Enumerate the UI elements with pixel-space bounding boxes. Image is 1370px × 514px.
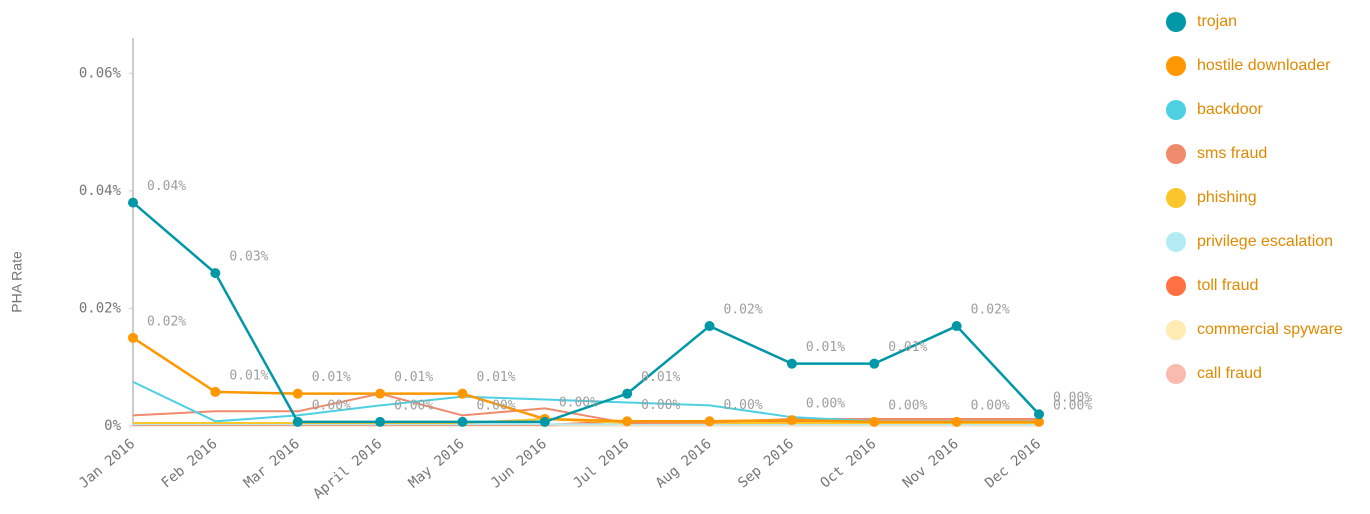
data-label: 0.01% <box>394 370 433 385</box>
data-point <box>704 321 715 332</box>
legend-label: trojan <box>1197 13 1237 30</box>
data-label: 0.00% <box>1053 391 1092 406</box>
data-label: 0.00% <box>476 398 515 413</box>
series-line <box>132 392 1039 425</box>
data-point <box>622 388 633 399</box>
x-tick-label: Dec 2016 <box>982 436 1044 492</box>
legend-marker <box>1166 320 1186 340</box>
legend-marker <box>1166 12 1186 32</box>
data-label: 0.00% <box>559 395 598 410</box>
data-point <box>457 416 468 427</box>
y-tick-label: 0.04% <box>79 183 122 199</box>
legend-marker <box>1166 364 1186 384</box>
legend-marker <box>1166 56 1186 76</box>
series-line <box>132 201 1040 424</box>
data-point <box>786 358 797 369</box>
x-tick-label: May 2016 <box>406 436 468 492</box>
data-point <box>1034 416 1044 427</box>
data-label: 0.00% <box>641 398 680 413</box>
x-tick-label: Nov 2016 <box>900 436 962 492</box>
data-point <box>786 415 797 426</box>
data-point <box>457 388 468 399</box>
data-label: 0.01% <box>641 370 680 385</box>
y-tick-label: 0.06% <box>79 65 122 81</box>
legend-label: privilege escalation <box>1197 233 1333 250</box>
data-label: 0.00% <box>724 398 763 413</box>
data-point <box>375 388 386 399</box>
data-label: 0.01% <box>888 340 927 355</box>
data-point <box>210 268 221 279</box>
data-label: 0.00% <box>312 398 351 413</box>
x-tick-label: Feb 2016 <box>159 436 221 492</box>
data-label: 0.01% <box>229 368 268 383</box>
legend-marker <box>1166 100 1186 120</box>
y-axis-label: PHA Rate <box>9 251 25 313</box>
data-label: 0.00% <box>888 398 927 413</box>
data-point <box>704 416 715 427</box>
data-label: 0.02% <box>147 314 186 329</box>
x-tick-label: Oct 2016 <box>817 436 879 492</box>
data-label: 0.00% <box>806 397 845 412</box>
data-point <box>539 416 550 427</box>
data-point <box>292 388 303 399</box>
data-label: 0.04% <box>147 179 186 194</box>
legend-label: commercial spyware <box>1197 321 1343 338</box>
data-point <box>210 386 221 397</box>
data-label: 0.02% <box>724 303 763 318</box>
legend-label: call fraud <box>1197 365 1262 382</box>
x-tick-label: Jul 2016 <box>570 436 632 492</box>
data-label: 0.00% <box>971 398 1010 413</box>
x-tick-label: Jun 2016 <box>488 436 550 492</box>
series-line <box>132 336 1039 424</box>
data-point <box>375 416 386 427</box>
legend-marker <box>1166 188 1186 208</box>
x-tick-label: Jan 2016 <box>76 436 138 492</box>
data-point <box>869 416 880 427</box>
x-tick-label: Sep 2016 <box>735 436 797 492</box>
data-point <box>869 358 880 369</box>
data-point <box>951 416 962 427</box>
legend-marker <box>1166 144 1186 164</box>
legend-label: backdoor <box>1197 101 1263 118</box>
legend-label: phishing <box>1197 189 1257 206</box>
legend-label: hostile downloader <box>1197 57 1331 74</box>
data-point <box>292 416 303 427</box>
data-label: 0.00% <box>394 398 433 413</box>
y-tick-label: 0% <box>104 418 121 434</box>
data-label: 0.01% <box>476 370 515 385</box>
x-tick-label: Mar 2016 <box>241 436 303 492</box>
data-label: 0.03% <box>229 250 268 265</box>
data-label: 0.00% <box>1053 398 1092 413</box>
x-tick-label: April 2016 <box>310 436 385 502</box>
legend-marker <box>1166 232 1186 252</box>
data-point <box>622 416 633 427</box>
legend-label: toll fraud <box>1197 277 1258 294</box>
data-point <box>128 332 138 343</box>
y-tick-label: 0.02% <box>79 300 122 316</box>
data-label: 0.02% <box>971 303 1010 318</box>
legend-marker <box>1166 276 1186 296</box>
data-point <box>951 321 962 332</box>
data-point <box>1034 409 1044 420</box>
legend-label: sms fraud <box>1197 145 1267 162</box>
data-label: 0.01% <box>312 370 351 385</box>
data-point <box>128 197 138 208</box>
data-label: 0.01% <box>806 340 845 355</box>
x-tick-label: Aug 2016 <box>653 436 715 492</box>
